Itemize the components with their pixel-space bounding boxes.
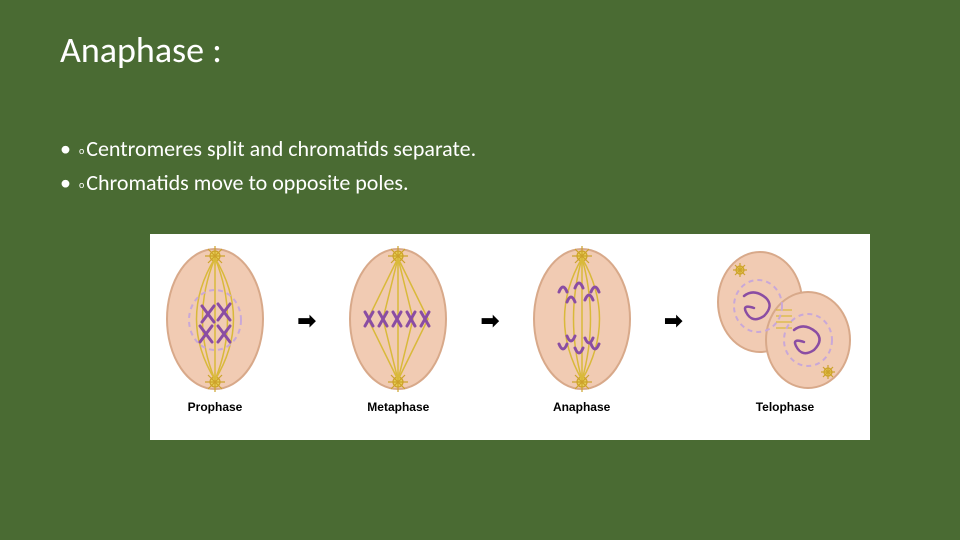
arrow-icon: ➡ [481,307,499,352]
cell-anaphase: Anaphase [527,244,637,414]
cell-label: Prophase [188,400,243,414]
cell-label: Metaphase [367,400,429,414]
cell-label: Anaphase [553,400,610,414]
bullet-marker: • [60,166,71,200]
bullet-marker: • [60,132,71,166]
bullet-list: • o Centromeres split and chromatids sep… [60,132,900,200]
bullet-text: Centromeres split and chromatids separat… [86,132,476,166]
cell-metaphase: Metaphase [343,244,453,414]
cell-prophase: Prophase [160,244,270,414]
sub-bullet-marker: o [79,177,84,193]
cell-telophase: Telophase [710,244,860,414]
arrow-icon: ➡ [297,307,315,352]
mitosis-figure: Prophase ➡ [150,234,870,440]
slide-title: Anaphase : [60,28,900,72]
cell-label: Telophase [756,400,814,414]
sub-bullet-marker: o [79,143,84,159]
bullet-text: Chromatids move to opposite poles. [86,166,408,200]
arrow-icon: ➡ [664,307,682,352]
